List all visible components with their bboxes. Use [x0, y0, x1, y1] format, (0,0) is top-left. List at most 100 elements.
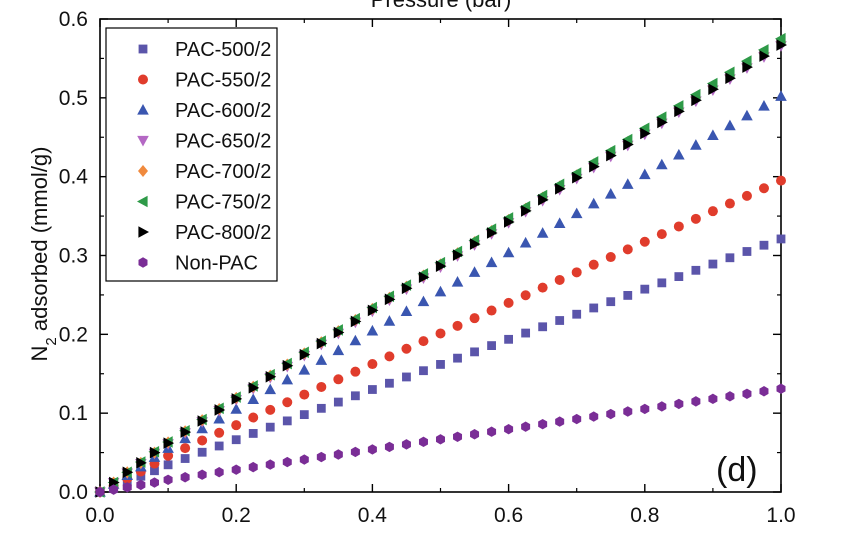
legend-label: PAC-550/2 [175, 70, 271, 92]
data-point [724, 119, 736, 131]
data-point [248, 429, 258, 438]
data-point [436, 360, 445, 369]
data-point [673, 148, 685, 160]
data-point [401, 343, 412, 354]
data-point [706, 77, 718, 90]
data-point [623, 138, 634, 151]
data-point [572, 413, 582, 425]
data-point [109, 484, 119, 495]
data-point [350, 366, 361, 377]
data-point [122, 482, 132, 493]
data-point [299, 389, 310, 400]
data-point [401, 282, 413, 295]
legend-marker [137, 135, 149, 147]
data-point [333, 374, 344, 385]
data-point [776, 383, 786, 394]
legend-label: PAC-500/2 [175, 39, 271, 61]
data-point [400, 305, 413, 316]
data-point [758, 183, 769, 194]
data-point [538, 322, 548, 332]
data-point [656, 229, 667, 240]
y-tick-label: 0.0 [59, 481, 88, 504]
y-axis-ticks: 0.0 0.1 0.2 0.3 0.4 0.5 0.6 [59, 8, 781, 504]
y-axis-label-main: N [27, 346, 52, 362]
data-point [247, 393, 260, 404]
data-point [538, 194, 549, 206]
data-point [638, 122, 650, 135]
data-point [282, 359, 294, 372]
data-point [741, 190, 752, 201]
data-point [674, 105, 685, 118]
data-point [606, 408, 616, 420]
data-point [571, 267, 582, 278]
data-point [740, 55, 752, 67]
data-point [469, 313, 480, 324]
x-tick-label: 0.2 [222, 504, 251, 527]
data-point [214, 404, 226, 416]
data-point [707, 129, 719, 140]
data-point [555, 316, 565, 325]
data-point [316, 381, 327, 392]
series-layer [94, 32, 787, 498]
data-point [674, 272, 684, 281]
panel-label: (d) [716, 451, 758, 489]
data-point [537, 282, 548, 293]
data-point [298, 364, 311, 375]
data-point [776, 234, 786, 244]
data-point [606, 297, 616, 307]
data-point [725, 391, 735, 402]
data-point [572, 171, 583, 184]
data-point [368, 385, 377, 394]
legend-marker [138, 165, 148, 177]
data-point [214, 466, 224, 478]
data-point [401, 439, 411, 450]
data-point [299, 454, 309, 465]
data-point [742, 247, 752, 256]
data-point [299, 410, 309, 420]
data-point [163, 450, 174, 461]
data-point [367, 444, 377, 455]
legend-label: Non-PAC [175, 253, 258, 275]
data-point [434, 285, 447, 297]
data-point [109, 476, 120, 489]
data-point [708, 393, 718, 405]
data-point [605, 252, 616, 263]
y-tick-label: 0.2 [59, 323, 88, 346]
data-point [622, 244, 633, 255]
data-point [452, 249, 464, 261]
data-point [587, 197, 600, 209]
data-point [487, 341, 496, 350]
data-point [452, 320, 463, 331]
data-point [672, 100, 684, 112]
data-point [180, 454, 190, 463]
data-point [656, 158, 668, 170]
data-point [417, 295, 430, 307]
data-point [231, 420, 242, 431]
y-tick-label: 0.1 [59, 402, 88, 425]
data-point [468, 266, 481, 277]
data-point [690, 139, 702, 150]
data-point [589, 411, 599, 422]
data-point [384, 441, 394, 453]
data-point [689, 88, 701, 101]
data-point [470, 347, 479, 357]
data-point [350, 446, 360, 458]
data-point [451, 276, 464, 287]
data-point [418, 336, 429, 347]
data-point [621, 178, 634, 189]
data-point [623, 406, 633, 417]
data-point [136, 457, 147, 469]
y-tick-label: 0.6 [59, 8, 88, 31]
data-point [136, 479, 146, 491]
data-point [230, 403, 242, 414]
data-point [707, 206, 718, 217]
data-point [95, 486, 105, 498]
data-point [435, 434, 446, 445]
series-Non-PAC [95, 383, 786, 498]
data-point [589, 160, 600, 173]
data-point [538, 418, 548, 430]
data-point [741, 109, 753, 121]
data-point [149, 446, 161, 459]
legend-label: PAC-750/2 [175, 192, 271, 214]
